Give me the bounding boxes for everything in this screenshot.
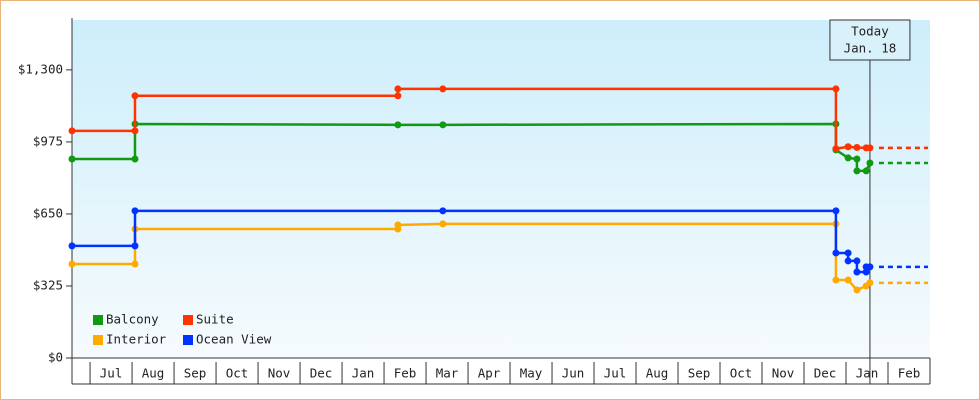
legend-swatch xyxy=(93,335,103,345)
point xyxy=(844,257,852,265)
point xyxy=(131,242,139,250)
today-box xyxy=(829,19,911,61)
x-tick-label: Aug xyxy=(142,366,165,381)
x-tick-label: Dec xyxy=(310,366,333,381)
point xyxy=(866,279,874,287)
point xyxy=(394,221,402,229)
point xyxy=(131,127,139,135)
point xyxy=(68,260,76,268)
point xyxy=(862,167,870,175)
plot-area xyxy=(72,20,930,358)
point xyxy=(68,242,76,250)
point xyxy=(853,268,861,276)
point xyxy=(853,143,861,151)
point xyxy=(853,167,861,175)
x-tick-label: Dec xyxy=(814,366,837,381)
y-tick-label: $1,300 xyxy=(18,61,63,76)
x-tick-label: May xyxy=(520,366,543,381)
x-tick-label: Jul xyxy=(100,366,123,381)
x-tick-label: Mar xyxy=(436,366,459,381)
point xyxy=(439,220,447,228)
point xyxy=(68,155,76,163)
point xyxy=(853,257,861,265)
today-label: Today xyxy=(851,24,889,39)
point xyxy=(866,144,874,152)
x-tick-label: Jul xyxy=(604,366,627,381)
point xyxy=(394,85,402,93)
point xyxy=(832,249,840,257)
point xyxy=(866,159,874,167)
y-tick-label: $325 xyxy=(33,277,63,292)
x-tick-label: Sep xyxy=(688,366,711,381)
today-label: Jan. 18 xyxy=(844,41,897,56)
point xyxy=(862,268,870,276)
point xyxy=(394,92,402,100)
legend-label: Ocean View xyxy=(196,332,272,347)
point xyxy=(439,85,447,93)
point xyxy=(832,207,840,215)
point xyxy=(131,155,139,163)
legend-label: Suite xyxy=(196,312,234,327)
point xyxy=(131,260,139,268)
point xyxy=(832,145,840,153)
y-tick-label: $650 xyxy=(33,205,63,220)
point xyxy=(832,276,840,284)
x-tick-label: Nov xyxy=(268,366,291,381)
legend-label: Balcony xyxy=(106,312,159,327)
point xyxy=(853,286,861,294)
point xyxy=(68,127,76,135)
y-tick-label: $975 xyxy=(33,133,63,148)
x-tick-label: Jan xyxy=(856,366,879,381)
x-tick-label: Sep xyxy=(184,366,207,381)
point xyxy=(131,207,139,215)
point xyxy=(131,92,139,100)
legend-swatch xyxy=(183,315,193,325)
x-tick-label: Jun xyxy=(562,366,585,381)
x-tick-label: Oct xyxy=(730,366,753,381)
point xyxy=(439,121,447,129)
point xyxy=(866,263,874,271)
x-tick-label: Nov xyxy=(772,366,795,381)
x-tick-label: Apr xyxy=(478,366,501,381)
legend-label: Interior xyxy=(106,332,167,347)
point xyxy=(832,85,840,93)
legend-swatch xyxy=(93,315,103,325)
point xyxy=(844,154,852,162)
point xyxy=(853,155,861,163)
x-tick-label: Jan xyxy=(352,366,375,381)
point xyxy=(394,121,402,129)
y-tick-label: $0 xyxy=(48,350,63,365)
x-tick-label: Feb xyxy=(394,366,417,381)
legend-swatch xyxy=(183,335,193,345)
point xyxy=(844,249,852,257)
point xyxy=(439,207,447,215)
x-tick-label: Aug xyxy=(646,366,669,381)
point xyxy=(844,143,852,151)
x-tick-label: Oct xyxy=(226,366,249,381)
x-tick-label: Feb xyxy=(898,366,921,381)
point xyxy=(844,276,852,284)
